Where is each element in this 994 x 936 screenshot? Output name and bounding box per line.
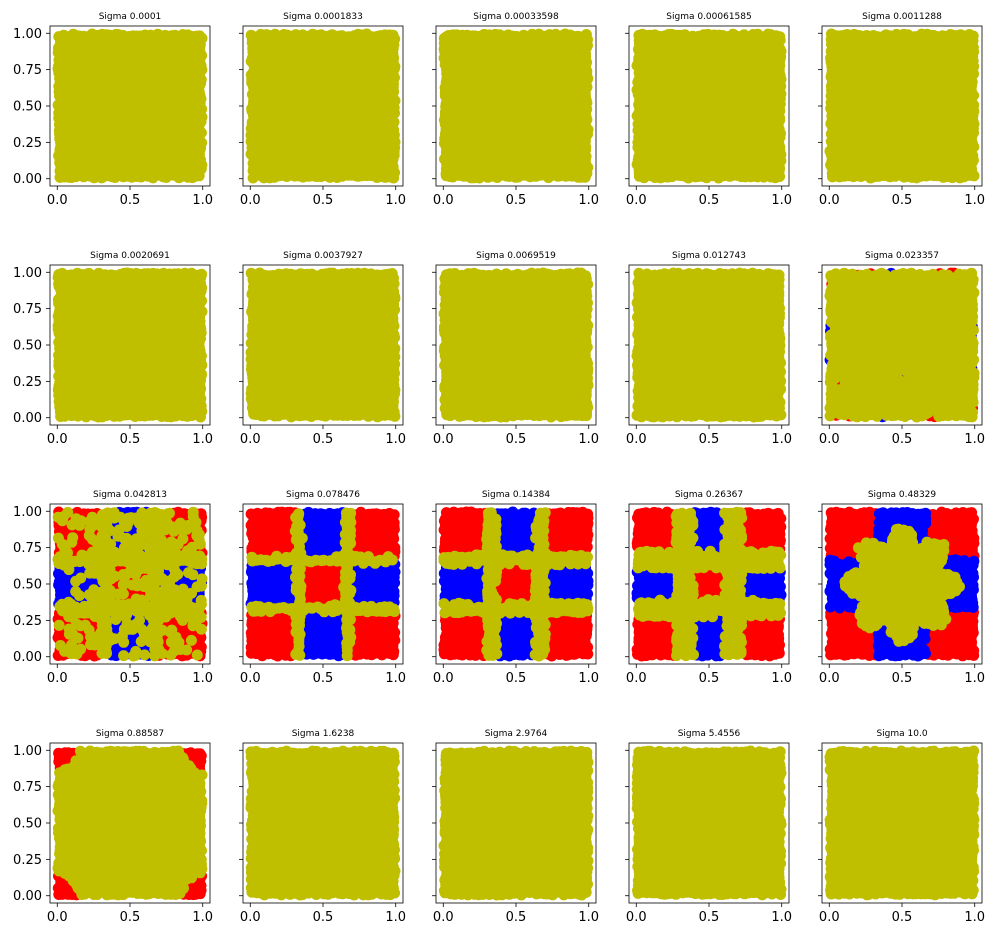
y-tick-label: 0.75 (13, 63, 42, 78)
x-tick-label: 1.0 (771, 193, 792, 208)
x-tick-label: 0.0 (433, 193, 454, 208)
subplot-4: Sigma 0.00061585 0.0 0.5 1.0 (625, 12, 792, 208)
y-tick-label: 1.00 (13, 27, 42, 42)
subplot-3: Sigma 0.00033598 0.0 0.5 1.0 (432, 12, 599, 208)
x-tick-label: 1.0 (578, 193, 599, 208)
point-olive (194, 30, 206, 42)
x-tick-label: 0.0 (626, 193, 647, 208)
x-tick-label: 0.0 (240, 193, 261, 208)
scatter-points (52, 28, 208, 184)
x-tick-label: 1.0 (192, 193, 213, 208)
point-olive (774, 31, 786, 43)
scatter-points (824, 28, 980, 184)
scatter-points (438, 28, 594, 184)
point-olive (387, 29, 399, 41)
subplot-title: Sigma 0.0001833 (283, 12, 363, 22)
subplot-title: Sigma 0.00033598 (473, 12, 559, 22)
x-tick-label: 1.0 (385, 193, 406, 208)
subplot-title: Sigma 0.0001 (99, 12, 162, 22)
x-tick-label: 0.5 (699, 193, 720, 208)
scatter-points (245, 28, 401, 184)
y-tick-label: 0.00 (13, 172, 42, 187)
y-tick-label: 0.50 (13, 100, 42, 115)
subplot-2: Sigma 0.0001833 0.0 0.5 1.0 (239, 12, 406, 208)
x-tick-label: 0.0 (47, 193, 68, 208)
scatter-points (631, 28, 787, 184)
subplot-1: Sigma 0.0001 0.0 0.5 1.0 0.00 0.25 0.50 0.75 1.0… (13, 12, 213, 208)
x-tick-label: 0.5 (120, 193, 141, 208)
x-tick-label: 0.5 (506, 193, 527, 208)
x-tick-label: 0.5 (313, 193, 334, 208)
y-tick-label: 0.25 (13, 136, 42, 151)
point-olive (580, 29, 592, 40)
subplot-title: Sigma 0.00061585 (666, 12, 751, 22)
